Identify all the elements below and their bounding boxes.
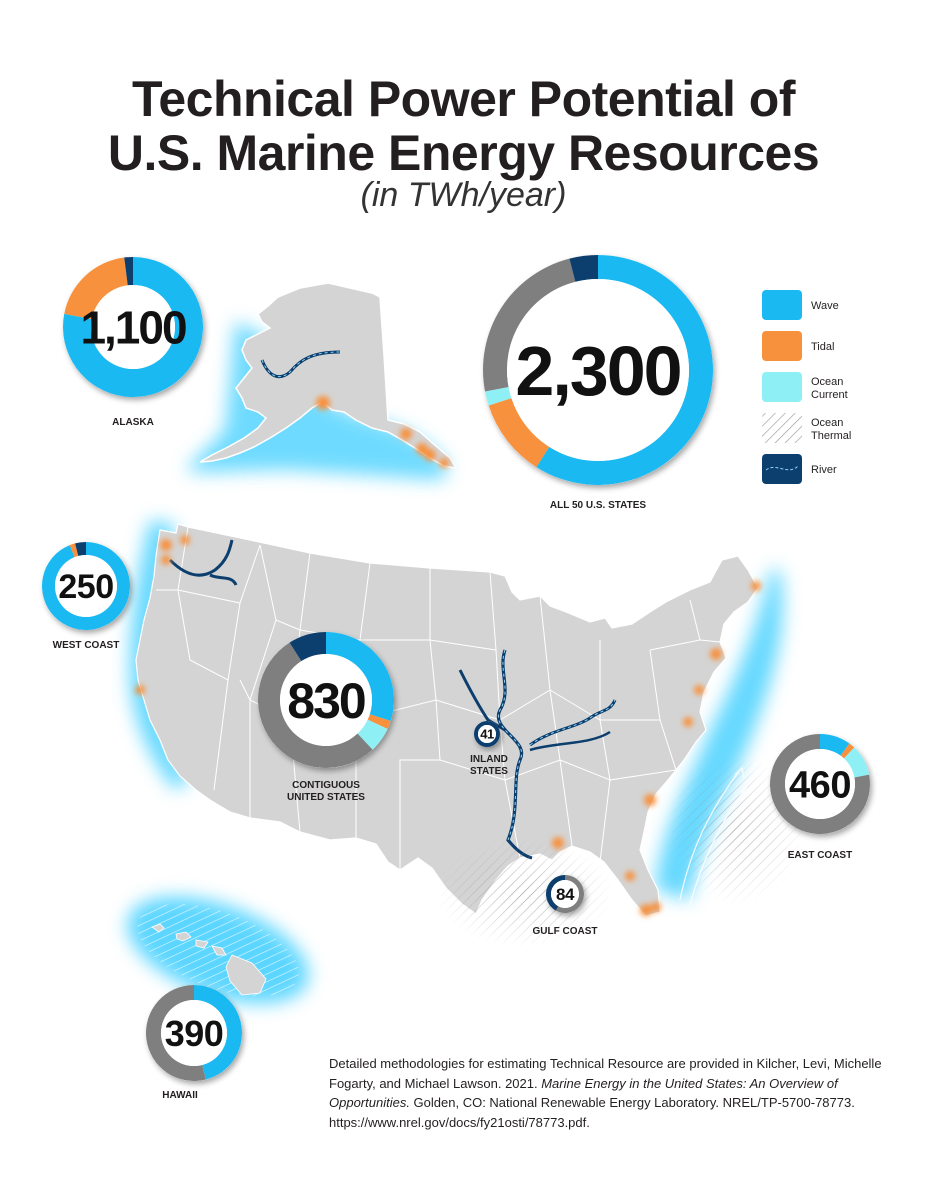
alaska-donut-hole: [91, 285, 175, 369]
west-donut: 250 WEST COAST: [42, 542, 131, 651]
east-slice-tidal: [840, 743, 855, 759]
east-slice-ocean_thermal: [770, 734, 871, 834]
east-label: EAST COAST: [788, 850, 852, 861]
east-slice-ocean_current: [843, 747, 870, 778]
east-value: 460: [789, 765, 851, 807]
alaska-slice-wave: [62, 257, 204, 397]
contig-donut: 830 CONTIGUOUS UNITED STATES: [258, 632, 394, 803]
gulf-slice-river: [545, 875, 565, 911]
citation-text-b: Golden, CO: National Renewable Energy La…: [329, 1095, 855, 1130]
legend-item-ocean_current: Ocean Current: [762, 372, 848, 402]
hawaii-islands: [151, 923, 267, 996]
hawaii-value: 390: [165, 1013, 224, 1054]
contig-slice-tidal: [367, 714, 391, 729]
gulf-label: GULF COAST: [533, 926, 598, 937]
west-label: WEST COAST: [53, 640, 120, 651]
alaska-tidal-spots: [316, 396, 449, 468]
all-donut: 2,300 ALL 50 U.S. STATES: [482, 255, 714, 511]
alaska-slice-river: [124, 257, 133, 286]
alaska-land: [199, 282, 458, 470]
all-label: ALL 50 U.S. STATES: [550, 500, 646, 511]
all-slice-ocean_current: [485, 387, 512, 406]
legend-swatch-tidal: [762, 331, 802, 361]
legend-label-ocean_current: Ocean Current: [811, 376, 848, 401]
legend-label-tidal: Tidal: [811, 341, 834, 353]
subtitle: (in TWh/year): [360, 176, 567, 214]
inland-label: INLAND STATES: [470, 754, 508, 777]
citation: Detailed methodologies for estimating Te…: [329, 1054, 889, 1132]
legend-swatch-wave: [762, 290, 802, 320]
inland-slice-river: [474, 721, 500, 747]
citation-text-a: Detailed methodologies for estimating Te…: [329, 1056, 882, 1091]
gulf-donut-hole: [551, 880, 579, 908]
gulf-thermal-hatch: [430, 835, 630, 955]
all-value: 2,300: [515, 332, 680, 410]
alaska-label: ALASKA: [112, 417, 154, 428]
contig-slice-ocean_current: [357, 719, 388, 750]
legend-swatch-ocean_current: [762, 372, 802, 402]
alaska-value: 1,100: [80, 302, 186, 354]
legend: Wave Tidal Ocean Current Ocean Thermal River: [762, 290, 851, 484]
legend-label-river: River: [811, 464, 837, 476]
legend-label-ocean_thermal: Ocean Thermal: [811, 417, 851, 442]
east-donut: 460 EAST COAST: [770, 734, 871, 861]
inland-donut-hole: [478, 725, 496, 743]
all-slice-wave: [536, 255, 714, 486]
all-slice-river: [569, 255, 598, 282]
legend-swatch-ocean_thermal: [762, 413, 802, 443]
contig-slice-ocean_thermal: [258, 642, 373, 769]
hawaii-slice-ocean_thermal: [145, 985, 206, 1081]
contig-slice-wave: [326, 632, 394, 722]
citation-title: Marine Energy in the United States: An O…: [329, 1075, 838, 1111]
inland-value: 41: [480, 727, 494, 742]
contig-slice-river: [289, 632, 326, 662]
all-slice-ocean_thermal: [482, 258, 576, 392]
west-donut-hole: [55, 555, 117, 617]
hawaii-slice-wave: [194, 985, 242, 1080]
title-line-2: U.S. Marine Energy Resources: [107, 125, 820, 181]
donut-charts: 1,100 ALASKA 2,300 ALL 50 U.S. STATES 250 WES…: [42, 255, 871, 1101]
alaska-map: [185, 282, 458, 480]
west-slice-river: [75, 542, 86, 556]
legend-item-tidal: Tidal: [762, 331, 834, 361]
hawaii-map: [127, 896, 309, 1004]
hawaii-label: HAWAII: [162, 1090, 198, 1101]
all-slice-tidal: [488, 398, 550, 468]
gulf-value: 84: [556, 885, 575, 904]
hawaii-donut-hole: [161, 1000, 227, 1066]
title-line-1: Technical Power Potential of: [132, 71, 795, 127]
east-slice-wave: [820, 734, 850, 756]
inland-donut: 41 INLAND STATES: [470, 721, 508, 777]
contiguous-us-map: [129, 520, 810, 955]
gulf-slice-ocean_thermal: [555, 875, 584, 913]
legend-item-ocean_thermal: Ocean Thermal: [762, 413, 851, 443]
alaska-donut: 1,100 ALASKA: [62, 257, 204, 428]
contig-donut-hole: [280, 654, 372, 746]
east-donut-hole: [785, 749, 855, 819]
gulf-donut: 84 GULF COAST: [533, 875, 598, 937]
legend-item-wave: Wave: [762, 290, 839, 320]
contig-label: CONTIGUOUS UNITED STATES: [287, 780, 365, 803]
gulf-stream-current: [679, 766, 753, 906]
legend-label-wave: Wave: [811, 300, 839, 312]
contig-value: 830: [287, 673, 365, 729]
us-land: [135, 523, 759, 917]
hawaii-donut: 390 HAWAII: [145, 985, 242, 1101]
west-value: 250: [58, 568, 113, 606]
west-slice-wave: [42, 542, 131, 630]
west-slice-tidal: [69, 543, 79, 558]
alaska-slice-tidal: [64, 257, 128, 320]
legend-item-river: River: [762, 454, 837, 484]
all-donut-hole: [507, 279, 689, 461]
